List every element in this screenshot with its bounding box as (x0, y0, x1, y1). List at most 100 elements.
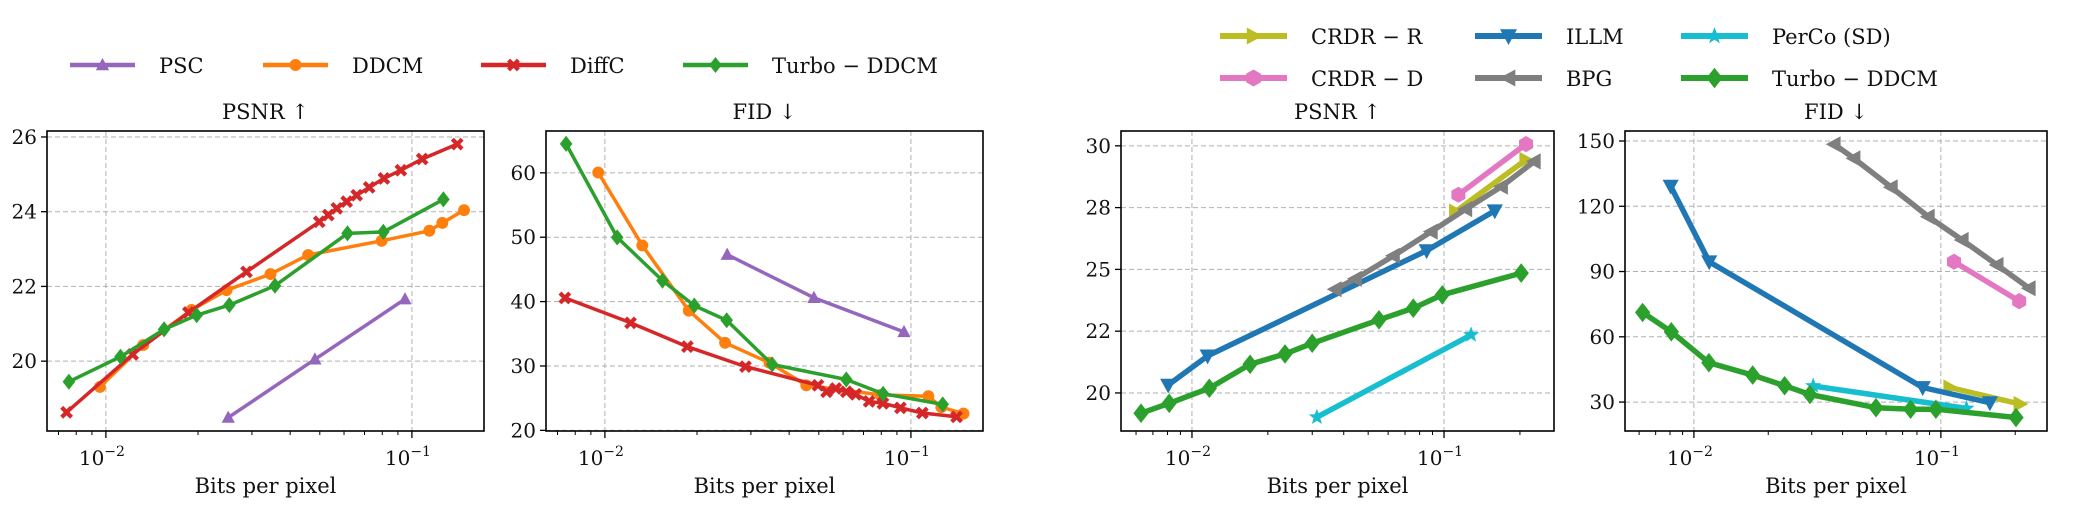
data-point-turbo-ddcm (1928, 399, 1944, 419)
y-tick-label: 50 (511, 225, 536, 249)
data-point-turbo-ddcm (1304, 333, 1320, 353)
x-tick-label: 10−1 (884, 444, 930, 470)
y-tick-label: 150 (1577, 129, 1615, 153)
legend-label: DDCM (352, 54, 423, 78)
legend-marker (709, 57, 722, 73)
data-point-turbo-ddcm (437, 191, 450, 208)
data-point-bpg (1953, 231, 1969, 249)
data-point-psc (807, 290, 821, 303)
data-point-turbo-ddcm (268, 277, 282, 294)
data-point-crdr-d (1947, 253, 1961, 270)
series-crdr-d (1947, 253, 2027, 310)
data-point-diffc (894, 401, 907, 415)
data-point-turbo-ddcm (1201, 378, 1217, 398)
data-point-turbo-ddcm (876, 385, 890, 402)
axes-frame (1120, 130, 1555, 432)
y-tick-label: 30 (1086, 134, 1111, 158)
data-point-turbo-ddcm (1902, 399, 1919, 419)
data-point-psc (221, 410, 235, 423)
legend-entry-crdr-r: CRDR − R (1220, 25, 1423, 49)
series-line-turbo-ddcm (68, 197, 445, 384)
data-point-ddcm (264, 268, 277, 281)
x-stroke (558, 291, 572, 305)
data-point-diffc (829, 382, 843, 395)
data-point-psc (308, 352, 322, 365)
data-point-turbo-ddcm (936, 396, 949, 413)
legend-label: PSC (159, 54, 204, 78)
x-axis-label: Bits per pixel (1765, 474, 1907, 498)
data-point-diffc (915, 406, 929, 420)
x-tick-base: 10 (1667, 446, 1692, 470)
x-stroke (820, 385, 833, 399)
data-point-ddcm (458, 204, 470, 217)
x-tick-base: 10 (884, 446, 909, 470)
data-point-illm (1418, 244, 1435, 260)
data-point-psc (897, 324, 911, 338)
legend-label: CRDR − R (1311, 25, 1423, 49)
y-tick-label: 20 (1086, 381, 1111, 405)
x-stroke (680, 340, 694, 354)
data-point-perco-sd (1958, 399, 1975, 416)
x-tick-base: 10 (578, 446, 603, 470)
x-tick-exponent: −1 (1939, 444, 1960, 460)
y-tick-label: 60 (1590, 325, 1615, 349)
series-psc (221, 292, 412, 423)
y-tick-label: 30 (1590, 390, 1615, 414)
data-point-bpg (2020, 280, 2036, 297)
x-stroke (362, 181, 376, 194)
x-stroke (862, 395, 876, 408)
series-diffc (60, 137, 464, 419)
data-point-turbo-ddcm (1405, 298, 1421, 318)
legend-entry-psc: PSC (70, 54, 204, 78)
data-point-turbo-ddcm (1434, 285, 1450, 305)
x-tick-label: 10−2 (1165, 444, 1211, 470)
series-line-illm (1166, 208, 1497, 388)
data-point-bpg (1882, 179, 1898, 196)
series-illm (1160, 204, 1503, 394)
x-stroke (894, 401, 907, 415)
x-stroke (839, 385, 853, 399)
legend-label: Turbo − DDCM (772, 54, 938, 78)
data-point-bpg (1525, 153, 1541, 170)
x-tick-base: 10 (1417, 446, 1442, 470)
series-bpg (1825, 136, 2036, 297)
series-turbo-ddcm (1635, 302, 2024, 428)
data-point-illm (1914, 381, 1931, 396)
data-point-turbo-ddcm (720, 312, 733, 329)
legend-marker (1246, 27, 1263, 45)
data-point-crdr-r (1519, 151, 1535, 168)
data-point-crdr-d (1451, 186, 1466, 203)
series-turbo-ddcm (1133, 263, 1529, 423)
data-point-turbo-ddcm (559, 135, 573, 152)
data-point-diffc (558, 291, 572, 305)
series-illm (1662, 179, 1998, 412)
data-point-bpg (1825, 136, 1841, 153)
legend-entry-ddcm: DDCM (263, 54, 423, 78)
data-point-ddcm (719, 336, 732, 349)
legend-marker (1499, 69, 1516, 87)
series-ddcm (93, 204, 470, 393)
data-point-diffc (862, 395, 876, 408)
data-point-illm (1199, 349, 1216, 365)
data-point-psc (398, 292, 412, 305)
legend-marker (1706, 67, 1723, 89)
subplot-title: PSNR ↑ (1294, 100, 1381, 124)
axes-frame (545, 130, 984, 432)
data-point-bpg (1919, 208, 1935, 225)
data-point-bpg (1326, 281, 1342, 298)
data-point-diffc (950, 410, 963, 424)
series-diffc (558, 291, 963, 424)
x-tick-label: 10−2 (1667, 444, 1713, 470)
x-stroke (60, 405, 73, 419)
x-tick-label: 10−2 (79, 444, 125, 470)
plot-area (1635, 136, 2036, 428)
data-point-ddcm (957, 407, 970, 420)
y-tick-label: 28 (1086, 196, 1111, 220)
data-point-diffc (450, 137, 464, 151)
legend-label: BPG (1566, 67, 1612, 91)
data-point-perco-sd (1463, 326, 1480, 342)
data-point-diffc (240, 265, 253, 279)
data-point-bpg (1845, 150, 1861, 167)
data-point-diffc (377, 172, 391, 185)
